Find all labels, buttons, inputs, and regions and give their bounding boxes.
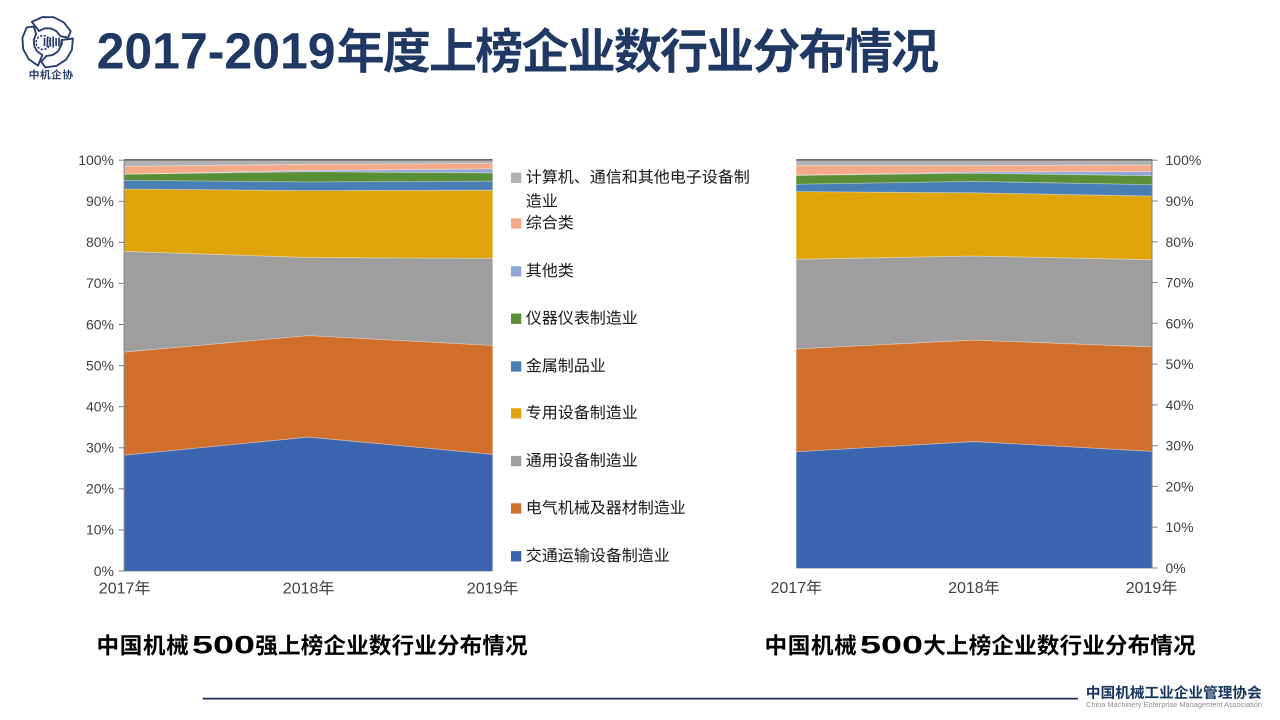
- svg-text:70%: 70%: [86, 275, 114, 291]
- svg-text:80%: 80%: [86, 234, 114, 250]
- svg-text:30%: 30%: [86, 440, 114, 456]
- svg-text:90%: 90%: [1166, 193, 1194, 209]
- svg-text:10%: 10%: [86, 522, 114, 538]
- svg-text:10%: 10%: [1166, 519, 1194, 535]
- svg-text:2018: 2018: [948, 580, 984, 597]
- svg-text:60%: 60%: [86, 316, 114, 332]
- svg-text:100%: 100%: [1166, 152, 1202, 168]
- svg-text:50%: 50%: [86, 357, 114, 373]
- svg-text:100%: 100%: [78, 152, 114, 168]
- svg-text:500: 500: [860, 632, 923, 660]
- svg-text:0%: 0%: [1166, 560, 1186, 576]
- svg-text:0%: 0%: [94, 563, 114, 579]
- svg-text:China Machinery Enterprise Man: China Machinery Enterprise Management As…: [1086, 700, 1262, 709]
- svg-text:2018: 2018: [283, 581, 319, 598]
- svg-text:2017-2019: 2017-2019: [97, 21, 336, 79]
- svg-text:2019: 2019: [1126, 580, 1162, 597]
- svg-text:40%: 40%: [86, 399, 114, 415]
- svg-text:2017: 2017: [99, 581, 135, 598]
- svg-text:80%: 80%: [1166, 234, 1194, 250]
- svg-text:70%: 70%: [1166, 275, 1194, 291]
- svg-text:20%: 20%: [86, 481, 114, 497]
- svg-text:90%: 90%: [86, 193, 114, 209]
- svg-text:20%: 20%: [1166, 478, 1194, 494]
- svg-text:500: 500: [192, 632, 255, 660]
- svg-text:2019: 2019: [467, 581, 503, 598]
- svg-text:50%: 50%: [1166, 356, 1194, 372]
- svg-text:60%: 60%: [1166, 315, 1194, 331]
- svg-text:2017: 2017: [771, 580, 807, 597]
- svg-text:30%: 30%: [1166, 438, 1194, 454]
- svg-text:40%: 40%: [1166, 397, 1194, 413]
